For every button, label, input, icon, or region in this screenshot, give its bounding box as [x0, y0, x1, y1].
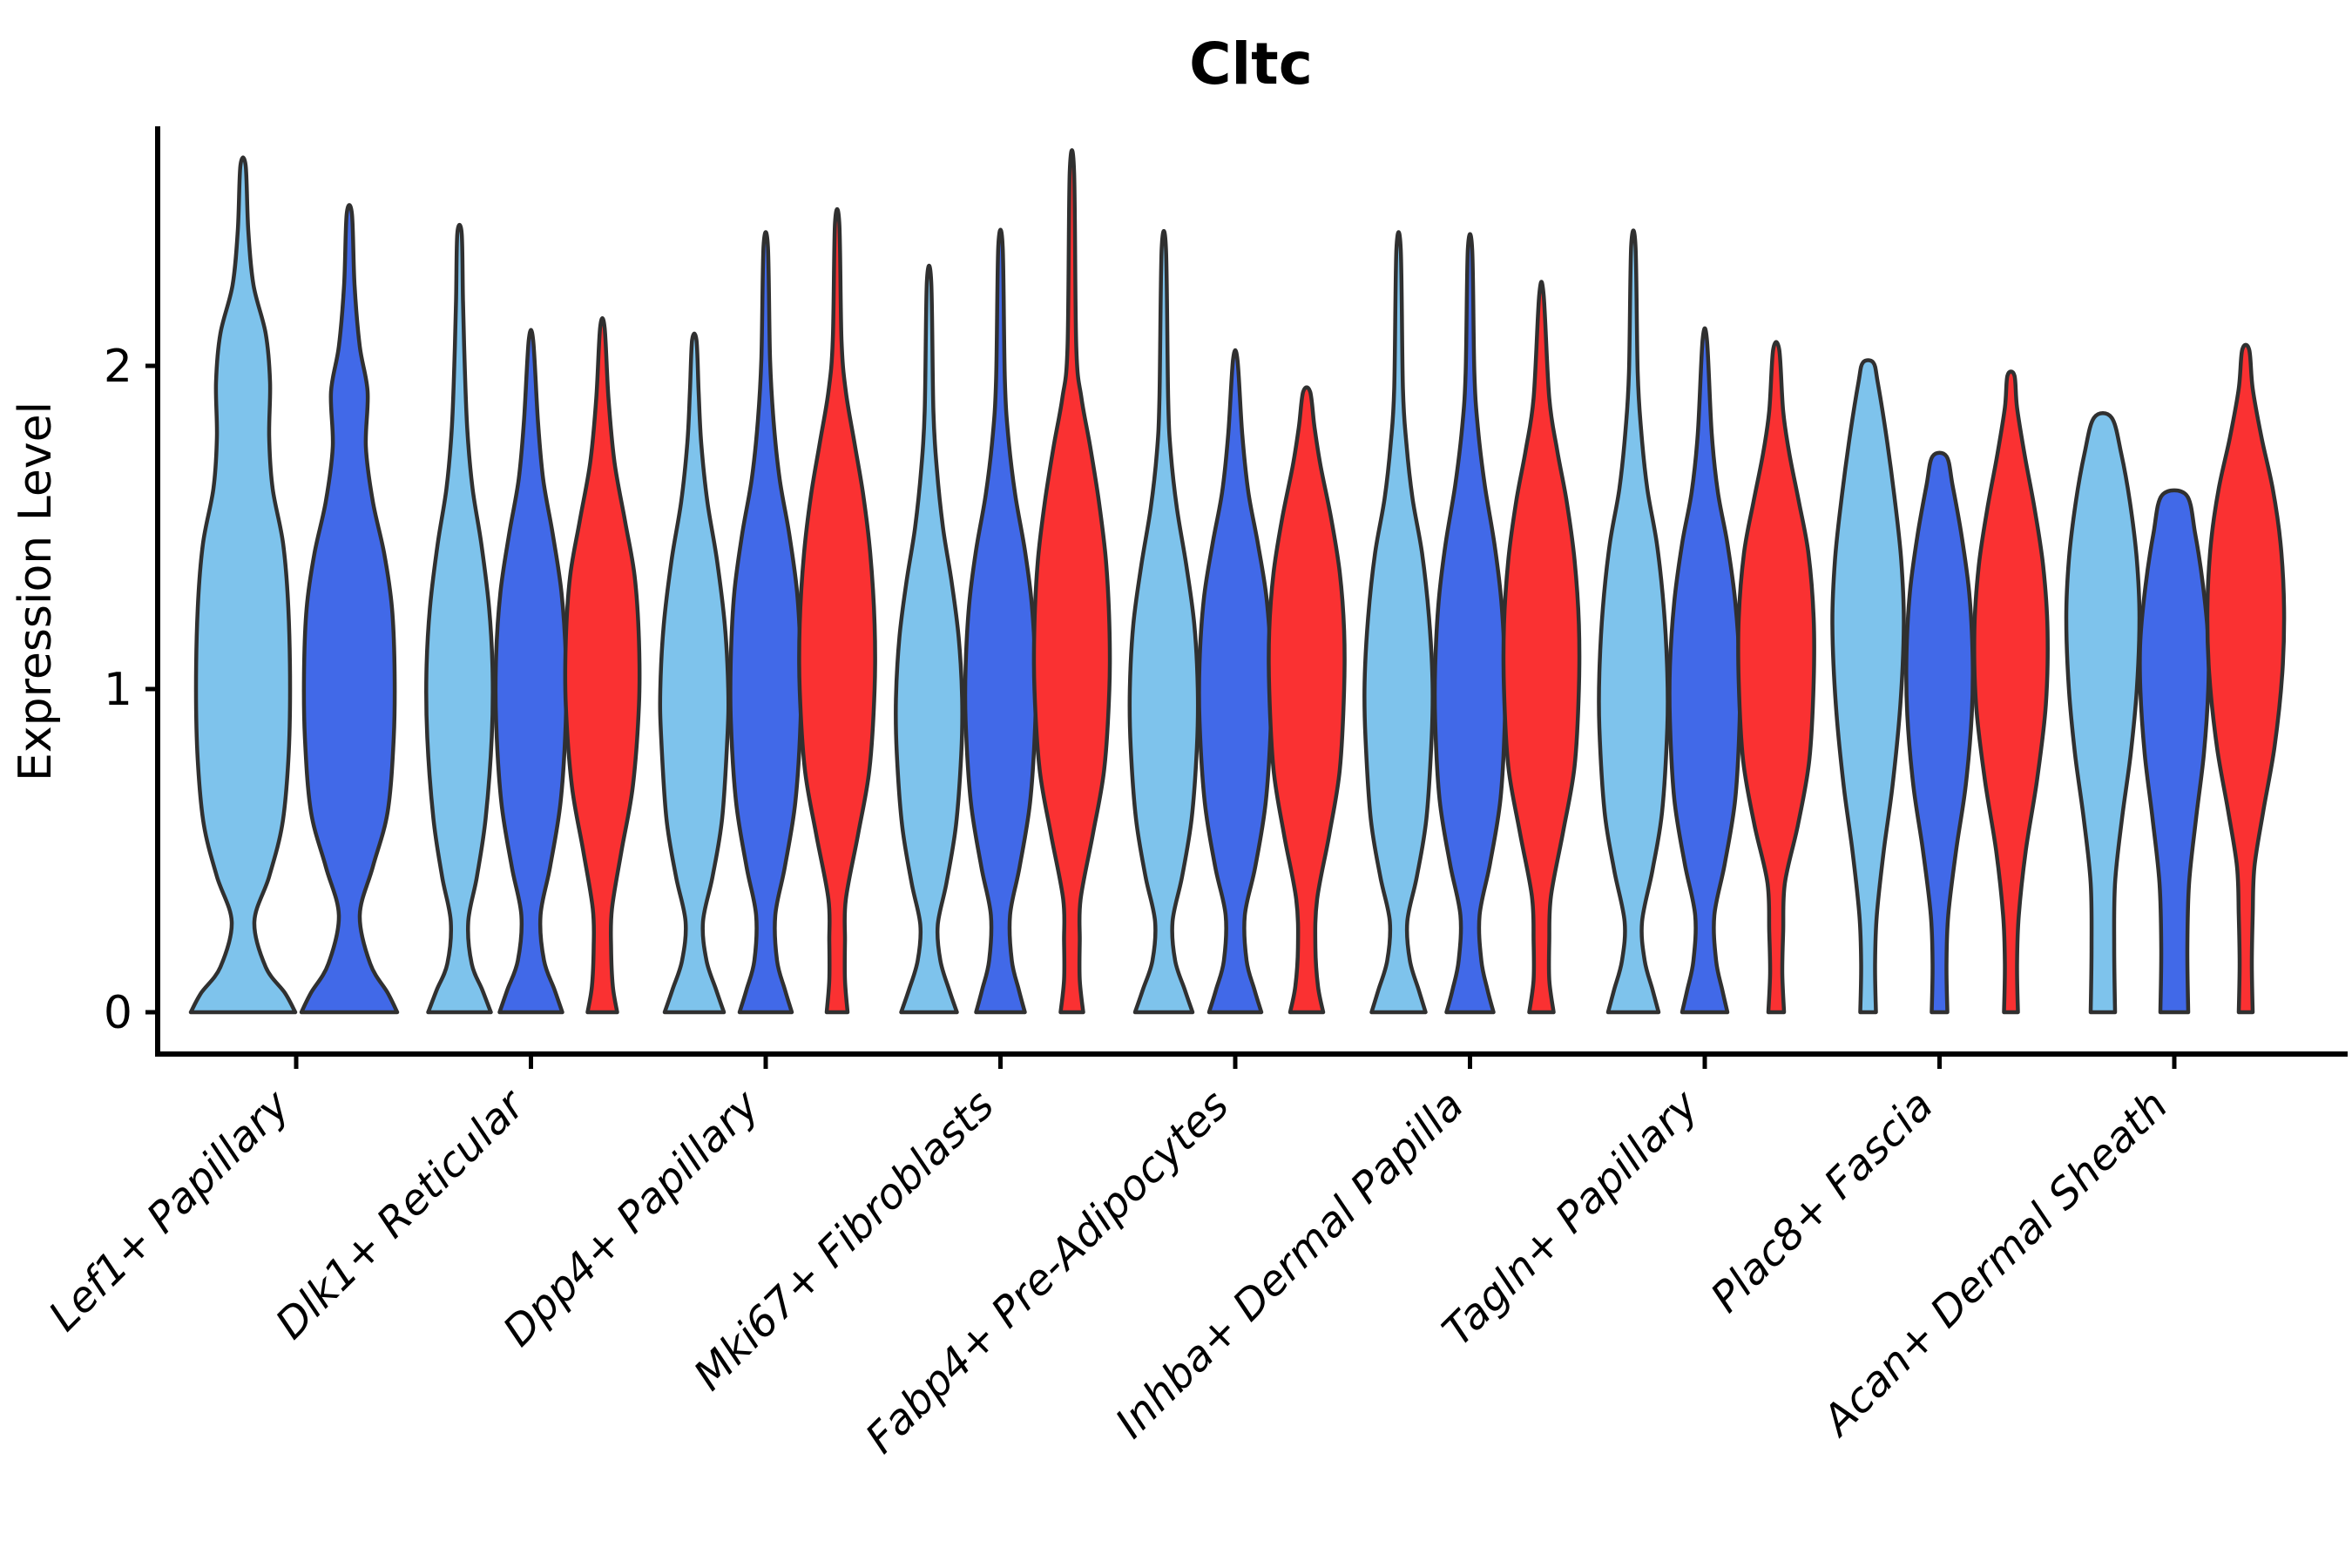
chart-title: Cltc [1189, 30, 1313, 98]
y-tick-label: 1 [104, 664, 132, 716]
violin-red-cat6 [1736, 340, 1816, 1015]
violin-light-blue-cat6 [1597, 228, 1670, 1015]
violin-royal-blue-cat4 [1197, 348, 1274, 1015]
violin-royal-blue-cat0 [299, 203, 400, 1015]
violin-light-blue-cat0 [188, 155, 298, 1015]
violin-royal-blue-cat1 [493, 328, 569, 1015]
violin-red-cat8 [2205, 342, 2287, 1015]
violin-light-blue-cat7 [1830, 358, 1906, 1015]
violin-royal-blue-cat6 [1667, 326, 1742, 1015]
violin-red-cat5 [1501, 280, 1582, 1015]
x-tick-label: Plac8+ Fascia [1701, 1081, 1943, 1322]
violin-red-cat1 [563, 316, 642, 1015]
violin-red-cat7 [1972, 369, 2050, 1015]
violin-royal-blue-cat3 [963, 227, 1038, 1015]
violin-light-blue-cat2 [658, 331, 731, 1015]
violin-red-cat2 [797, 206, 877, 1015]
violin-light-blue-cat8 [2064, 411, 2142, 1015]
violin-light-blue-cat4 [1127, 228, 1200, 1015]
violin-light-blue-cat1 [423, 222, 496, 1015]
x-tick-label: Dpp4+ Papillary [494, 1080, 769, 1355]
violin-royal-blue-cat7 [1903, 450, 1976, 1015]
axis-ticks-layer: 0 1 2 [104, 341, 2177, 1069]
violin-royal-blue-cat2 [728, 230, 803, 1015]
violin-red-cat4 [1267, 385, 1347, 1015]
y-tick-label: 2 [104, 341, 132, 393]
x-tick-label: Lef1+ Papillary [39, 1080, 300, 1341]
violin-light-blue-cat3 [894, 263, 964, 1015]
violin-royal-blue-cat8 [2138, 488, 2211, 1015]
x-tick-label: Dlk1+ Reticular [267, 1079, 537, 1349]
y-axis-label: Expression Level [10, 402, 62, 781]
violin-royal-blue-cat5 [1432, 232, 1508, 1015]
y-tick-label: 0 [104, 987, 132, 1039]
violins-layer [188, 148, 2287, 1015]
x-tick-label: Tagln+ Papillary [1433, 1080, 1708, 1355]
violin-red-cat3 [1031, 148, 1112, 1015]
violin-light-blue-cat5 [1362, 230, 1435, 1015]
